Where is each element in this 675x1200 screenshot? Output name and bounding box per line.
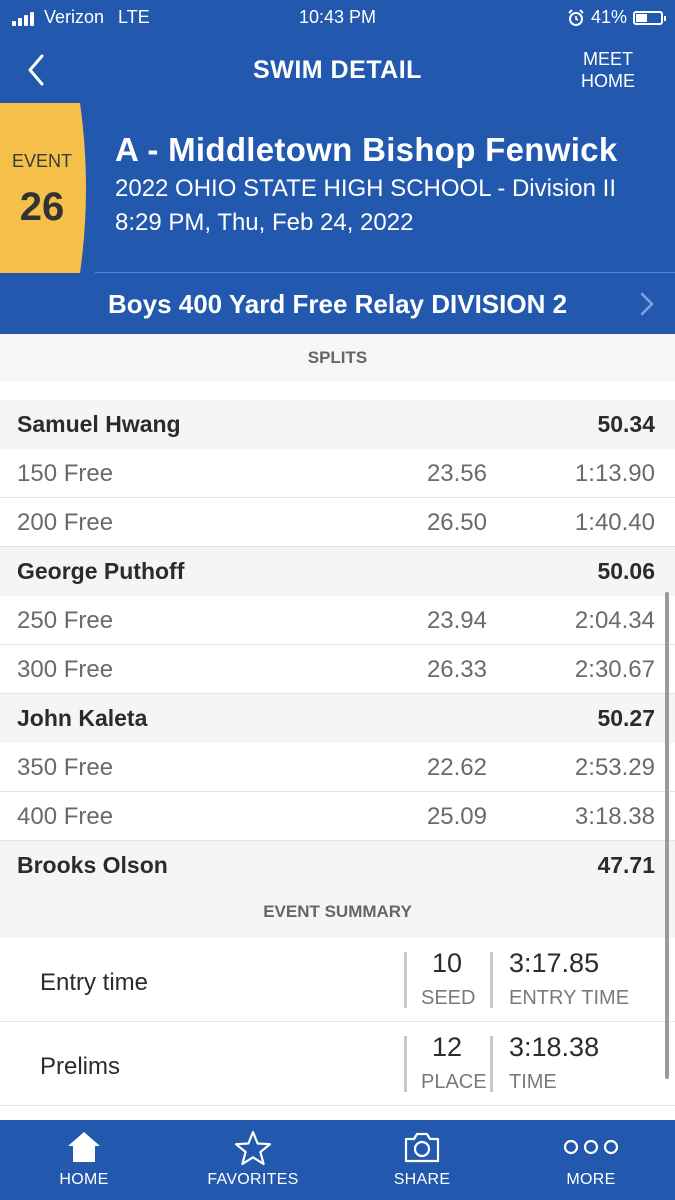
summary-divider	[404, 1036, 407, 1092]
carrier-label: Verizon	[44, 7, 105, 27]
swimmer-row: John Kaleta 50.27	[0, 694, 675, 743]
place-caption: PLACE	[421, 1071, 487, 1093]
splits-title: SPLITS	[307, 348, 368, 367]
event-number: 26	[19, 185, 65, 229]
split-distance: 200 Free	[17, 509, 114, 536]
event-name: Boys 400 Yard Free Relay DIVISION 2	[107, 289, 568, 319]
seed-caption: SEED	[421, 987, 476, 1009]
alarm-icon	[568, 8, 584, 26]
split-row: 400 Free 25.09 3:18.38	[0, 792, 675, 841]
meet-home-line2: HOME	[581, 71, 635, 91]
swimmer-split-time: 50.27	[597, 705, 655, 731]
split-time: 22.62	[426, 754, 487, 781]
cumulative-time: 1:13.90	[574, 460, 655, 487]
meet-home-button[interactable]: MEET HOME	[581, 48, 635, 92]
summary-label: Entry time	[40, 969, 149, 996]
cumulative-time: 2:04.34	[574, 607, 655, 634]
home-icon	[68, 1132, 100, 1162]
summary-divider	[490, 1036, 493, 1092]
split-distance: 300 Free	[17, 656, 114, 683]
prelims-time-caption: TIME	[509, 1071, 557, 1093]
split-row: 300 Free 26.33 2:30.67	[0, 645, 675, 694]
network-label: LTE	[118, 7, 150, 27]
summary-divider	[490, 952, 493, 1008]
split-distance: 150 Free	[17, 460, 114, 487]
chevron-right-icon	[640, 292, 654, 316]
event-summary-header: EVENT SUMMARY	[0, 890, 675, 938]
back-chevron-icon[interactable]	[22, 50, 58, 90]
swimmer-row: Brooks Olson 47.71	[0, 841, 675, 890]
summary-divider	[404, 952, 407, 1008]
summary-row-prelims: Prelims 12 PLACE 3:18.38 TIME	[0, 1022, 675, 1106]
tab-share[interactable]: SHARE	[338, 1120, 506, 1200]
split-distance: 350 Free	[17, 754, 114, 781]
event-name-bar[interactable]: Boys 400 Yard Free Relay DIVISION 2	[0, 273, 675, 334]
split-time: 23.56	[426, 460, 487, 487]
split-time: 23.94	[426, 607, 487, 634]
place-value: 12	[432, 1032, 463, 1062]
more-icon	[563, 1139, 619, 1155]
swimmer-row: George Puthoff 50.06	[0, 547, 675, 596]
split-row: 150 Free 23.56 1:13.90	[0, 449, 675, 498]
cumulative-time: 2:53.29	[574, 754, 655, 781]
event-datetime: 8:29 PM, Thu, Feb 24, 2022	[115, 209, 414, 236]
entry-time-caption: ENTRY TIME	[509, 987, 630, 1009]
splits-list: Samuel Hwang 50.34 150 Free 23.56 1:13.9…	[0, 400, 675, 890]
swimmer-name: George Puthoff	[17, 558, 185, 584]
nav-bar: SWIM DETAIL MEET HOME	[0, 36, 675, 103]
tab-label: MORE	[566, 1171, 616, 1188]
team-name: A - Middletown Bishop Fenwick	[115, 131, 618, 168]
cumulative-time: 1:40.40	[574, 509, 655, 536]
split-row: 250 Free 23.94 2:04.34	[0, 596, 675, 645]
meet-name: 2022 OHIO STATE HIGH SCHOOL - Division I…	[115, 175, 616, 202]
battery-icon	[633, 10, 666, 25]
tab-label: FAVORITES	[207, 1171, 299, 1188]
swimmer-name: John Kaleta	[17, 705, 148, 731]
event-header: EVENT 26 A - Middletown Bishop Fenwick 2…	[0, 103, 675, 273]
split-row: 200 Free 26.50 1:40.40	[0, 498, 675, 547]
section-gap	[0, 382, 675, 400]
tab-more[interactable]: MORE	[507, 1120, 675, 1200]
swimmer-split-time: 50.34	[597, 411, 655, 437]
entry-time-value: 3:17.85	[509, 948, 600, 978]
event-label: EVENT	[11, 151, 72, 171]
seed-value: 10	[432, 948, 463, 978]
signal-icon	[12, 10, 36, 26]
split-row: 350 Free 22.62 2:53.29	[0, 743, 675, 792]
cumulative-time: 2:30.67	[574, 656, 655, 683]
top-header: Verizon LTE 10:43 PM 41% SWIM DETAIL MEE…	[0, 0, 675, 103]
tab-favorites[interactable]: FAVORITES	[169, 1120, 337, 1200]
page-title: SWIM DETAIL	[253, 56, 422, 84]
summary-row-entry: Entry time 10 SEED 3:17.85 ENTRY TIME	[0, 938, 675, 1022]
split-time: 26.50	[426, 509, 487, 536]
summary-label: Prelims	[40, 1053, 121, 1080]
swimmer-split-time: 47.71	[597, 852, 655, 878]
swimmer-row: Samuel Hwang 50.34	[0, 400, 675, 449]
scrollbar[interactable]	[665, 592, 669, 1079]
battery-percent: 41%	[590, 7, 627, 27]
prelims-time-value: 3:18.38	[509, 1032, 600, 1062]
event-badge	[0, 103, 86, 273]
swimmer-name: Samuel Hwang	[17, 411, 181, 437]
swimmer-split-time: 50.06	[597, 558, 655, 584]
header-divider	[95, 272, 675, 273]
split-distance: 250 Free	[17, 607, 114, 634]
swimmer-name: Brooks Olson	[17, 852, 168, 878]
split-time: 25.09	[426, 803, 487, 830]
status-bar: Verizon LTE 10:43 PM 41%	[0, 0, 675, 36]
tab-label: SHARE	[393, 1171, 451, 1188]
tab-home[interactable]: HOME	[0, 1120, 168, 1200]
status-time: 10:43 PM	[298, 7, 377, 27]
event-summary-title: EVENT SUMMARY	[263, 902, 412, 921]
meet-home-line1: MEET	[582, 49, 633, 69]
split-time: 26.33	[426, 656, 487, 683]
cumulative-time: 3:18.38	[574, 803, 655, 830]
tab-label: HOME	[59, 1171, 109, 1188]
camera-icon	[404, 1132, 440, 1163]
split-distance: 400 Free	[17, 803, 114, 830]
splits-section-header: SPLITS	[0, 334, 675, 382]
tab-bar: HOME FAVORITES SHARE MORE	[0, 1120, 675, 1200]
star-icon	[234, 1130, 272, 1166]
